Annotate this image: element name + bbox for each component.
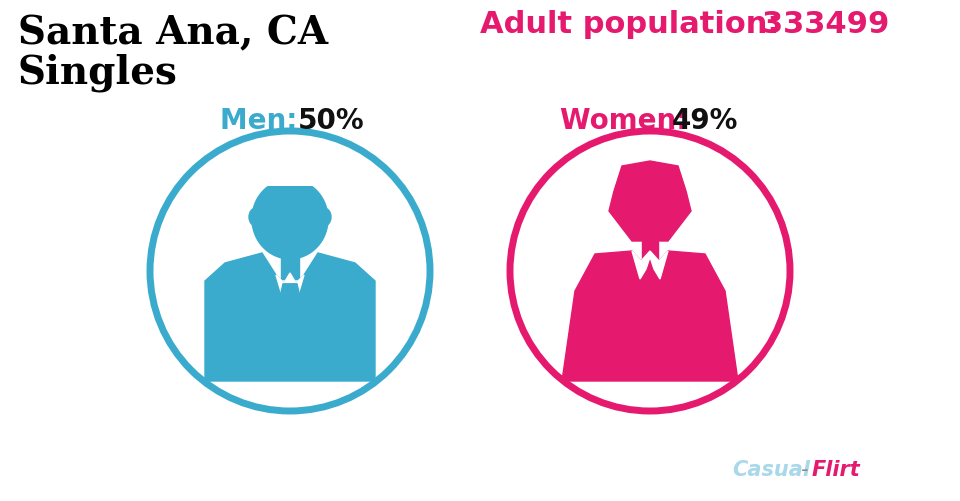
FancyBboxPatch shape <box>642 241 658 260</box>
Text: Singles: Singles <box>18 54 178 92</box>
Polygon shape <box>562 252 738 381</box>
Polygon shape <box>276 274 304 296</box>
Text: 333499: 333499 <box>762 10 889 39</box>
Text: Men:: Men: <box>220 107 307 135</box>
Circle shape <box>510 132 790 411</box>
Text: Casual: Casual <box>732 459 810 479</box>
Polygon shape <box>205 254 375 381</box>
Text: 49%: 49% <box>672 107 738 135</box>
Text: Santa Ana, CA: Santa Ana, CA <box>18 14 328 52</box>
Polygon shape <box>283 285 297 298</box>
Text: Flirt: Flirt <box>812 459 861 479</box>
FancyBboxPatch shape <box>281 258 299 280</box>
Text: 50%: 50% <box>298 107 365 135</box>
Text: -: - <box>800 459 807 479</box>
Polygon shape <box>609 162 691 241</box>
Ellipse shape <box>317 208 331 226</box>
Polygon shape <box>279 285 301 349</box>
Circle shape <box>150 132 430 411</box>
Polygon shape <box>632 252 668 280</box>
Text: Women:: Women: <box>560 107 697 135</box>
Ellipse shape <box>249 208 263 226</box>
Text: Adult population:: Adult population: <box>480 10 790 39</box>
Polygon shape <box>252 187 328 260</box>
